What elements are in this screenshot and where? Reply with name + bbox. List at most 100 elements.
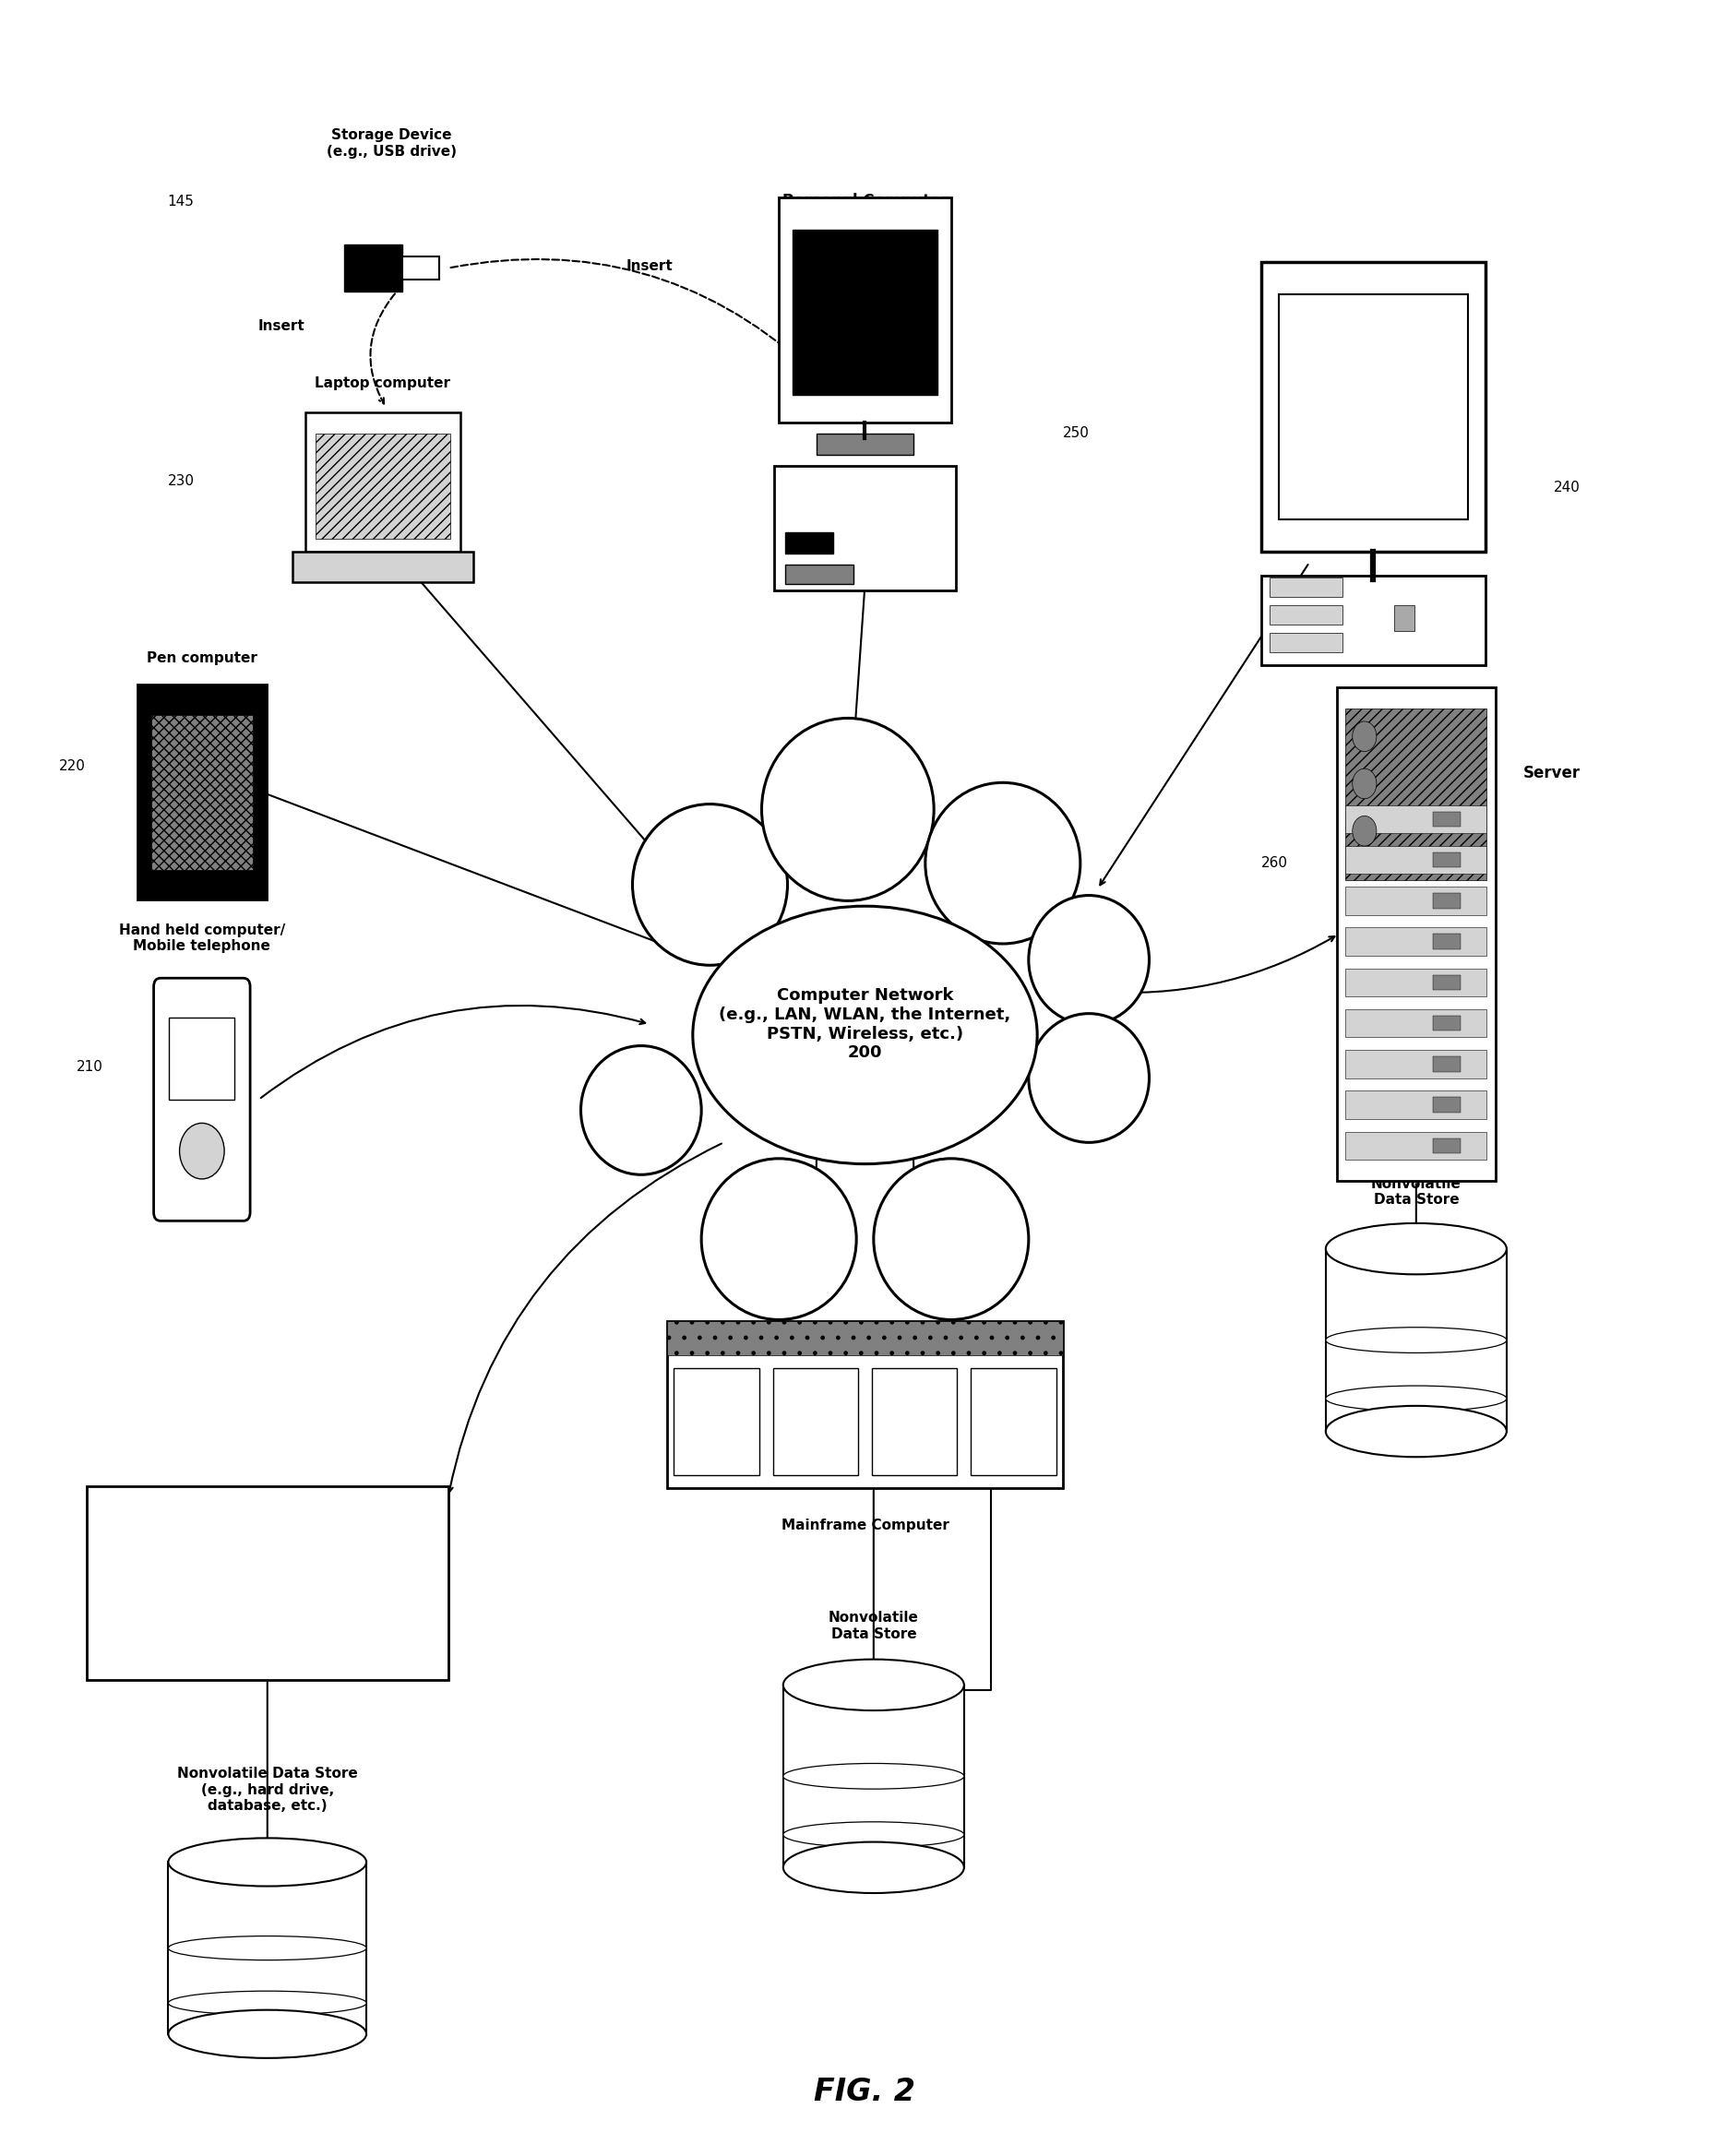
FancyBboxPatch shape xyxy=(151,716,253,869)
FancyBboxPatch shape xyxy=(1434,893,1460,908)
Ellipse shape xyxy=(761,718,934,901)
Text: 230: 230 xyxy=(168,474,194,487)
Ellipse shape xyxy=(784,1822,964,1848)
Ellipse shape xyxy=(784,1660,964,1710)
Text: Nonvolatile
Data Store: Nonvolatile Data Store xyxy=(829,1611,919,1641)
FancyBboxPatch shape xyxy=(344,244,403,291)
FancyBboxPatch shape xyxy=(1346,1132,1486,1160)
FancyBboxPatch shape xyxy=(154,979,251,1220)
Text: FIG. 2: FIG. 2 xyxy=(815,2076,915,2106)
FancyBboxPatch shape xyxy=(1270,578,1342,597)
Ellipse shape xyxy=(168,1839,367,1886)
Ellipse shape xyxy=(1325,1222,1507,1274)
FancyBboxPatch shape xyxy=(773,1369,858,1475)
FancyBboxPatch shape xyxy=(1278,293,1467,520)
Text: 220: 220 xyxy=(59,759,85,774)
FancyBboxPatch shape xyxy=(1346,845,1486,873)
Text: Storage Device
(e.g., USB drive): Storage Device (e.g., USB drive) xyxy=(327,129,457,157)
Circle shape xyxy=(1353,722,1377,752)
Ellipse shape xyxy=(701,1158,856,1319)
FancyBboxPatch shape xyxy=(1325,1248,1507,1432)
Text: Laptop computer: Laptop computer xyxy=(315,377,450,390)
Ellipse shape xyxy=(692,906,1038,1164)
Text: Nonvolatile
Data Store: Nonvolatile Data Store xyxy=(1370,1177,1462,1207)
Text: 240: 240 xyxy=(1554,481,1581,494)
FancyBboxPatch shape xyxy=(971,1369,1057,1475)
FancyBboxPatch shape xyxy=(1346,1050,1486,1078)
Text: Pen computer: Pen computer xyxy=(147,651,258,666)
FancyBboxPatch shape xyxy=(668,1322,1062,1356)
FancyBboxPatch shape xyxy=(1434,1056,1460,1072)
Text: Nonvolatile Data Store
(e.g., hard drive,
database, etc.): Nonvolatile Data Store (e.g., hard drive… xyxy=(176,1766,358,1813)
FancyBboxPatch shape xyxy=(1346,1091,1486,1119)
Text: Insert: Insert xyxy=(258,319,304,332)
FancyBboxPatch shape xyxy=(1346,968,1486,996)
Text: 275: 275 xyxy=(858,1828,889,1841)
FancyBboxPatch shape xyxy=(1337,688,1495,1181)
Text: Workstation: Workstation xyxy=(1320,263,1426,280)
Circle shape xyxy=(1353,770,1377,798)
Ellipse shape xyxy=(168,2009,367,2059)
FancyBboxPatch shape xyxy=(1394,606,1415,632)
FancyBboxPatch shape xyxy=(292,552,474,582)
Circle shape xyxy=(1353,815,1377,845)
FancyBboxPatch shape xyxy=(1346,927,1486,955)
FancyBboxPatch shape xyxy=(778,196,952,423)
FancyBboxPatch shape xyxy=(1434,1138,1460,1153)
Ellipse shape xyxy=(168,1990,367,2016)
Text: 250: 250 xyxy=(1062,427,1090,440)
Text: 280: 280 xyxy=(253,1643,282,1656)
Text: Information
Handling System: Information Handling System xyxy=(201,1546,334,1576)
FancyBboxPatch shape xyxy=(304,412,460,552)
Text: Hand held computer/
Mobile telephone: Hand held computer/ Mobile telephone xyxy=(119,923,285,953)
Text: Computer Network
(e.g., LAN, WLAN, the Internet,
PSTN, Wireless, etc.)
200: Computer Network (e.g., LAN, WLAN, the I… xyxy=(720,987,1010,1061)
Circle shape xyxy=(180,1123,225,1179)
FancyBboxPatch shape xyxy=(1261,576,1484,666)
Ellipse shape xyxy=(874,1158,1029,1319)
Text: Mainframe Computer: Mainframe Computer xyxy=(780,1518,948,1533)
Ellipse shape xyxy=(1325,1406,1507,1457)
FancyBboxPatch shape xyxy=(673,1369,759,1475)
FancyBboxPatch shape xyxy=(86,1485,448,1680)
FancyBboxPatch shape xyxy=(668,1322,1062,1488)
FancyBboxPatch shape xyxy=(1434,975,1460,990)
FancyBboxPatch shape xyxy=(403,257,439,280)
FancyBboxPatch shape xyxy=(170,1018,235,1100)
FancyBboxPatch shape xyxy=(1434,1097,1460,1112)
FancyBboxPatch shape xyxy=(168,1863,367,2033)
FancyBboxPatch shape xyxy=(817,433,913,455)
FancyBboxPatch shape xyxy=(1434,1015,1460,1031)
Ellipse shape xyxy=(581,1046,701,1175)
Ellipse shape xyxy=(784,1764,964,1789)
Text: 270: 270 xyxy=(996,1365,1022,1380)
Ellipse shape xyxy=(1029,1013,1149,1143)
FancyBboxPatch shape xyxy=(792,229,938,395)
Ellipse shape xyxy=(784,1841,964,1893)
Text: Personal Computer: Personal Computer xyxy=(782,194,948,209)
Text: 260: 260 xyxy=(1261,856,1287,871)
Ellipse shape xyxy=(1325,1328,1507,1352)
FancyBboxPatch shape xyxy=(1434,852,1460,867)
FancyBboxPatch shape xyxy=(785,533,834,554)
FancyBboxPatch shape xyxy=(1270,606,1342,625)
Ellipse shape xyxy=(168,1936,367,1960)
FancyBboxPatch shape xyxy=(785,565,855,584)
FancyBboxPatch shape xyxy=(1270,634,1342,653)
FancyBboxPatch shape xyxy=(1346,709,1486,880)
FancyBboxPatch shape xyxy=(872,1369,957,1475)
Text: 285: 285 xyxy=(253,1999,282,2014)
Text: 210: 210 xyxy=(76,1061,102,1074)
FancyBboxPatch shape xyxy=(137,686,266,899)
FancyBboxPatch shape xyxy=(1434,934,1460,949)
FancyBboxPatch shape xyxy=(1346,1009,1486,1037)
FancyBboxPatch shape xyxy=(1261,261,1484,552)
Ellipse shape xyxy=(926,783,1080,944)
Ellipse shape xyxy=(633,804,787,966)
Ellipse shape xyxy=(1029,895,1149,1024)
Text: Insert: Insert xyxy=(626,259,673,274)
Text: Server: Server xyxy=(1522,765,1579,780)
Text: 145: 145 xyxy=(168,194,194,209)
FancyBboxPatch shape xyxy=(1346,886,1486,914)
FancyBboxPatch shape xyxy=(784,1684,964,1867)
Text: 265: 265 xyxy=(1401,1395,1431,1410)
